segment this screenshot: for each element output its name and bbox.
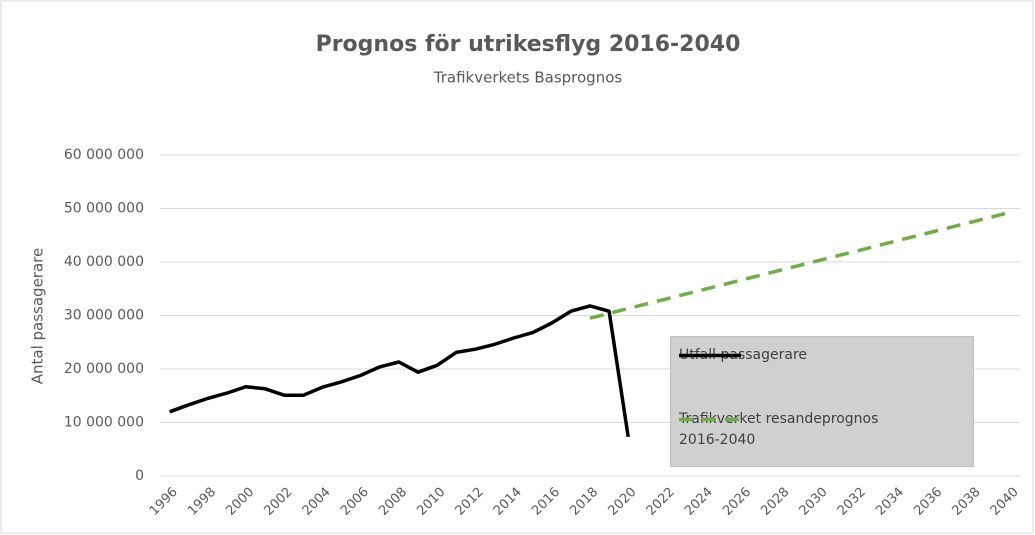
y-tick-label: 50 000 000 <box>64 201 144 217</box>
y-tick-label: 60 000 000 <box>64 147 144 163</box>
y-tick-label: 0 <box>135 468 144 484</box>
legend-label: Trafikverket resandeprognos 2016-2040 <box>679 411 879 448</box>
legend-item: Utfall passagerare <box>679 345 909 366</box>
y-tick-label: 20 000 000 <box>64 361 144 377</box>
y-axis-label: Antal passagerare <box>29 248 47 385</box>
y-tick-label: 10 000 000 <box>64 415 144 431</box>
series-line <box>168 304 630 438</box>
y-tick-label: 40 000 000 <box>64 254 144 270</box>
chart-title: Prognos för utrikesflyg 2016-2040 <box>316 32 741 57</box>
legend-label: Utfall passagerare <box>679 347 808 363</box>
legend-item: Trafikverket resandeprognos 2016-2040 <box>679 409 909 451</box>
y-tick-label: 30 000 000 <box>64 308 144 324</box>
legend-key <box>679 353 741 358</box>
chart-subtitle: Trafikverkets Basprognos <box>433 69 623 87</box>
legend-key <box>679 417 741 422</box>
series-line <box>589 210 1011 320</box>
legend: Utfall passagerare Trafikverket resandepr… <box>670 336 974 467</box>
